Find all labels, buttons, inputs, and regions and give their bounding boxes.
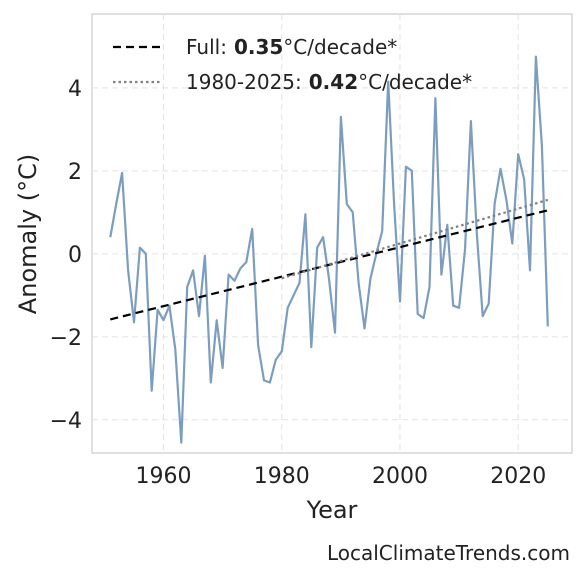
- source-watermark: LocalClimateTrends.com: [327, 541, 570, 565]
- legend-unit: °C/decade*: [358, 70, 472, 94]
- x-tick-label: 2020: [490, 464, 546, 489]
- legend-unit: °C/decade*: [283, 35, 397, 59]
- x-axis-label: Year: [306, 496, 358, 524]
- trend-line: [281, 198, 549, 280]
- legend-rate: 0.42: [309, 70, 358, 94]
- data-line: [109, 55, 549, 444]
- y-tick-label: 4: [68, 77, 82, 102]
- legend-entry: Full: 0.35°C/decade*: [186, 35, 397, 59]
- y-tick-label: 2: [68, 160, 82, 185]
- y-tick-label: 0: [68, 243, 82, 268]
- x-tick-label: 1960: [136, 464, 192, 489]
- y-tick-label: −4: [50, 409, 82, 434]
- trend-line: [110, 209, 549, 321]
- y-tick-label: −2: [50, 326, 82, 351]
- x-tick-label: 1980: [254, 464, 310, 489]
- y-axis-label: Anomaly (°C): [14, 154, 42, 314]
- legend-rate: 0.35: [234, 35, 283, 59]
- legend-name: 1980-2025:: [186, 70, 302, 94]
- x-tick-label: 2000: [372, 464, 428, 489]
- legend-entry: 1980-2025: 0.42°C/decade*: [186, 70, 472, 94]
- legend-name: Full:: [186, 35, 227, 59]
